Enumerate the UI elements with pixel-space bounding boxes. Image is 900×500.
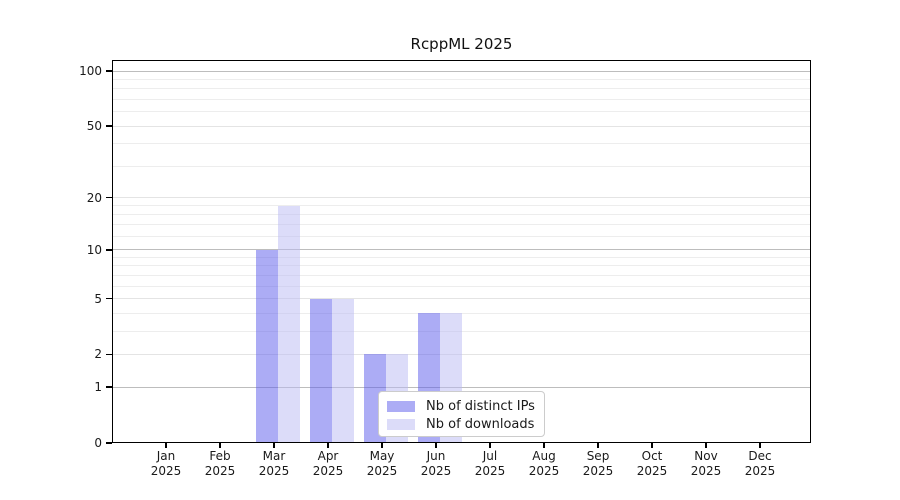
y-axis-tick	[106, 125, 112, 127]
plot-area	[112, 60, 811, 443]
x-tick-year: 2025	[474, 464, 506, 478]
gridline-major	[112, 70, 811, 72]
x-tick-month: Oct	[641, 449, 663, 463]
x-axis-tick	[165, 443, 167, 448]
legend-item-downloads: Nb of downloads	[387, 415, 536, 433]
x-tick-label: May 2025	[352, 449, 412, 479]
y-tick-label: 100	[79, 64, 102, 78]
chart-title: RcppML 2025	[410, 35, 513, 53]
gridline-minor	[112, 265, 811, 267]
gridline-major	[112, 298, 811, 300]
x-axis-tick	[543, 443, 545, 448]
downloads-swatch-icon	[387, 418, 415, 430]
x-tick-month: Jan	[156, 449, 176, 463]
distinct-ips-swatch-icon	[387, 400, 415, 412]
x-tick-label: Nov 2025	[676, 449, 736, 479]
gridline-minor	[112, 274, 811, 276]
x-tick-month: Aug	[532, 449, 556, 463]
x-tick-month: Dec	[748, 449, 772, 463]
x-axis-tick	[381, 443, 383, 448]
x-tick-year: 2025	[528, 464, 560, 478]
gridline-minor	[112, 235, 811, 237]
x-tick-year: 2025	[312, 464, 344, 478]
x-tick-label: Feb 2025	[190, 449, 250, 479]
y-axis-tick	[106, 196, 112, 199]
legend-label-distinct-ips: Nb of distinct IPs	[426, 398, 535, 414]
x-tick-year: 2025	[366, 464, 398, 478]
x-tick-label: Jun 2025	[406, 449, 466, 479]
x-tick-label: Aug 2025	[514, 449, 574, 479]
y-axis-tick	[106, 70, 112, 72]
bar-distinct-ips	[256, 249, 278, 443]
x-axis-tick	[327, 443, 329, 448]
x-tick-month: Jul	[482, 449, 498, 463]
gridline-minor	[112, 285, 811, 287]
gridline-major	[112, 125, 811, 127]
x-axis-tick	[489, 443, 491, 448]
x-tick-label: Sep 2025	[568, 449, 628, 479]
gridline-minor	[112, 98, 811, 100]
gridline-minor	[112, 88, 811, 90]
x-tick-year: 2025	[420, 464, 452, 478]
y-axis-tick	[106, 442, 112, 444]
gridline-minor	[112, 224, 811, 226]
y-tick-label: 2	[94, 347, 102, 362]
gridline-minor	[112, 214, 811, 216]
bar-downloads	[278, 205, 300, 443]
x-tick-year: 2025	[258, 464, 290, 478]
gridline-major	[112, 249, 811, 251]
gridline-minor	[112, 143, 811, 145]
y-tick-label: 20	[86, 190, 102, 205]
x-axis-tick	[219, 443, 221, 448]
x-tick-label: Jul 2025	[460, 449, 520, 479]
x-tick-month: Feb	[209, 449, 231, 463]
x-tick-month: Mar	[262, 449, 286, 463]
x-axis-tick	[705, 443, 707, 448]
x-tick-label: Oct 2025	[622, 449, 682, 479]
gridline-minor	[112, 78, 811, 80]
x-tick-label: Apr 2025	[298, 449, 358, 479]
x-tick-year: 2025	[744, 464, 776, 478]
y-axis-tick	[106, 248, 112, 251]
x-axis-tick	[273, 443, 275, 448]
gridline-major	[112, 197, 811, 199]
gridline-minor	[112, 205, 811, 207]
y-tick-label: 10	[86, 242, 102, 257]
legend: Nb of distinct IPs Nb of downloads	[378, 391, 545, 437]
y-tick-label: 50	[86, 119, 102, 134]
bar-distinct-ips	[310, 298, 332, 443]
x-tick-year: 2025	[636, 464, 668, 478]
x-tick-label: Mar 2025	[244, 449, 304, 479]
y-tick-label: 1	[94, 380, 102, 395]
gridline-minor	[112, 256, 811, 258]
legend-label-downloads: Nb of downloads	[426, 416, 535, 432]
x-tick-year: 2025	[150, 464, 182, 478]
x-axis-tick	[759, 443, 761, 448]
bar-downloads	[332, 298, 354, 443]
x-tick-year: 2025	[204, 464, 236, 478]
y-axis-tick	[106, 386, 112, 388]
x-tick-year: 2025	[690, 464, 722, 478]
x-axis-tick	[651, 443, 653, 448]
x-tick-month: Nov	[694, 449, 718, 463]
x-tick-month: May	[369, 449, 395, 463]
y-tick-label: 5	[94, 291, 102, 306]
x-tick-year: 2025	[582, 464, 614, 478]
x-tick-label: Dec 2025	[730, 449, 790, 479]
gridline-minor	[112, 111, 811, 113]
y-axis-tick	[106, 297, 112, 300]
x-tick-month: Sep	[586, 449, 610, 463]
x-tick-month: Apr	[317, 449, 339, 463]
legend-item-distinct-ips: Nb of distinct IPs	[387, 397, 536, 415]
x-axis-tick	[435, 443, 437, 448]
x-axis-tick	[597, 443, 599, 448]
y-tick-label: 0	[94, 436, 102, 450]
x-tick-label: Jan 2025	[136, 449, 196, 479]
gridline-minor	[112, 165, 811, 167]
y-axis-tick	[106, 353, 112, 356]
x-tick-month: Jun	[426, 449, 446, 463]
